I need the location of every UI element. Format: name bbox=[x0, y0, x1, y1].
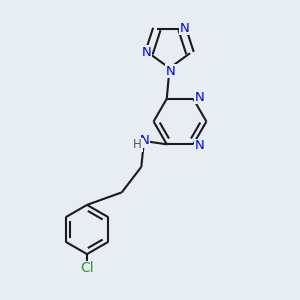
Text: N: N bbox=[142, 46, 152, 59]
Text: N: N bbox=[180, 22, 190, 34]
Text: N: N bbox=[195, 140, 205, 152]
Text: Cl: Cl bbox=[80, 262, 94, 275]
Text: H: H bbox=[133, 139, 142, 152]
Text: N: N bbox=[166, 64, 176, 78]
Text: N: N bbox=[195, 91, 205, 103]
Text: N: N bbox=[140, 134, 149, 147]
